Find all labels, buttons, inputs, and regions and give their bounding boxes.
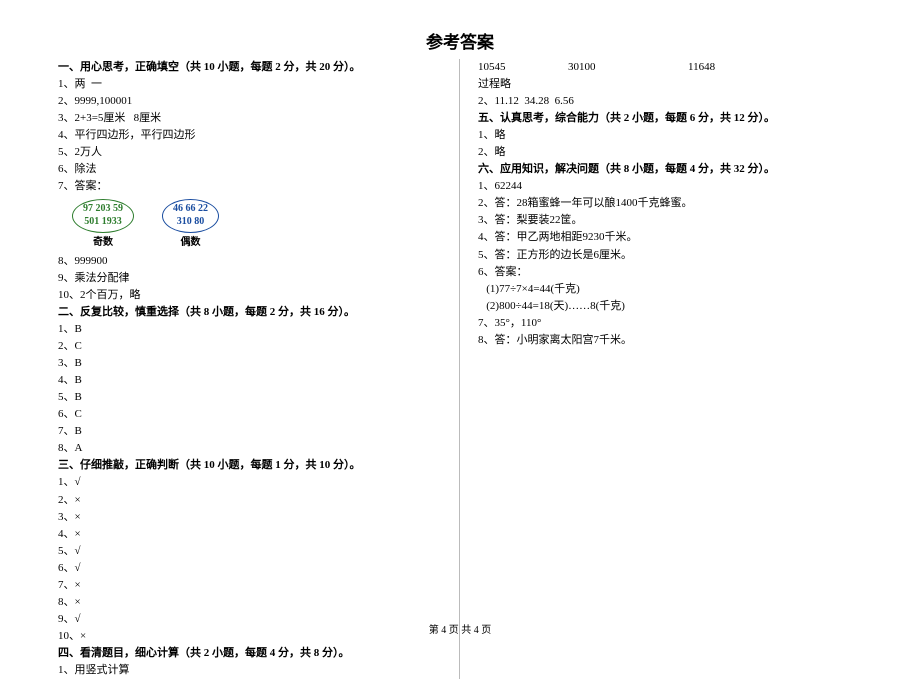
- s3-a7: 7、×: [58, 577, 441, 594]
- section-1-head: 一、用心思考，正确填空（共 10 小题，每题 2 分，共 20 分）。: [58, 59, 441, 76]
- s4-a1: 1、用竖式计算: [58, 662, 441, 679]
- calc-3: 11648: [688, 59, 715, 76]
- s1-a3: 3、2+3=5厘米 8厘米: [58, 110, 441, 127]
- s1-a10: 10、2个百万，略: [58, 287, 441, 304]
- s1-a7: 7、答案：: [58, 178, 441, 195]
- s1-a4: 4、平行四边形，平行四边形: [58, 127, 441, 144]
- odd-oval: 97 203 59 501 1933: [72, 199, 134, 233]
- s6-a3: 3、答：梨要装22筐。: [478, 212, 862, 229]
- page-title: 参考答案: [0, 0, 920, 59]
- s2-a2: 2、C: [58, 338, 441, 355]
- two-column-layout: 一、用心思考，正确填空（共 10 小题，每题 2 分，共 20 分）。 1、两 …: [0, 59, 920, 679]
- s2-a1: 1、B: [58, 321, 441, 338]
- calc-note: 过程略: [478, 76, 862, 93]
- odd-even-diagram: 97 203 59 501 1933 奇数 46 66 22 310 80 偶数: [58, 195, 441, 253]
- s1-a2: 2、9999,100001: [58, 93, 441, 110]
- section-2-head: 二、反复比较，慎重选择（共 8 小题，每题 2 分，共 16 分）。: [58, 304, 441, 321]
- s5-a2: 2、略: [478, 144, 862, 161]
- s2-a3: 3、B: [58, 355, 441, 372]
- even-line2: 310 80: [173, 216, 208, 229]
- page-footer: 第 4 页 共 4 页: [0, 621, 920, 636]
- s6-a7: 7、35°，110°: [478, 315, 862, 332]
- odd-label: 奇数: [72, 233, 134, 251]
- right-column: 10545 30100 11648 过程略 2、11.12 34.28 6.56…: [460, 59, 880, 679]
- s6-a8: 8、答：小明家离太阳宫7千米。: [478, 332, 862, 349]
- s6-a6a: (1)77÷7×4=44(千克): [478, 281, 862, 298]
- s6-a6b: (2)800÷44=18(天)……8(千克): [478, 298, 862, 315]
- s2-a4: 4、B: [58, 372, 441, 389]
- s3-a2: 2、×: [58, 492, 441, 509]
- s6-a4: 4、答：甲乙两地相距9230千米。: [478, 229, 862, 246]
- s6-a2: 2、答：28箱蜜蜂一年可以酿1400千克蜂蜜。: [478, 195, 862, 212]
- s1-a5: 5、2万人: [58, 144, 441, 161]
- s3-a1: 1、√: [58, 474, 441, 491]
- s2-a8: 8、A: [58, 440, 441, 457]
- left-column: 一、用心思考，正确填空（共 10 小题，每题 2 分，共 20 分）。 1、两 …: [40, 59, 460, 679]
- section-5-head: 五、认真思考，综合能力（共 2 小题，每题 6 分，共 12 分）。: [478, 110, 862, 127]
- section-3-head: 三、仔细推敲，正确判断（共 10 小题，每题 1 分，共 10 分）。: [58, 457, 441, 474]
- s1-a6: 6、除法: [58, 161, 441, 178]
- even-line1: 46 66 22: [173, 203, 208, 216]
- s1-a8: 8、999900: [58, 253, 441, 270]
- s3-a6: 6、√: [58, 560, 441, 577]
- calc-2: 30100: [568, 59, 688, 76]
- odd-line1: 97 203 59: [83, 203, 123, 216]
- even-block: 46 66 22 310 80 偶数: [162, 199, 219, 251]
- section-6-head: 六、应用知识，解决问题（共 8 小题，每题 4 分，共 32 分）。: [478, 161, 862, 178]
- s5-a1: 1、略: [478, 127, 862, 144]
- even-oval: 46 66 22 310 80: [162, 199, 219, 233]
- calc-row: 10545 30100 11648: [478, 59, 862, 76]
- s3-a4: 4、×: [58, 526, 441, 543]
- s3-a3: 3、×: [58, 509, 441, 526]
- s4-a2: 2、11.12 34.28 6.56: [478, 93, 862, 110]
- s1-a9: 9、乘法分配律: [58, 270, 441, 287]
- s1-a1: 1、两 一: [58, 76, 441, 93]
- s6-a6: 6、答案：: [478, 264, 862, 281]
- s6-a5: 5、答：正方形的边长是6厘米。: [478, 247, 862, 264]
- calc-1: 10545: [478, 59, 568, 76]
- s2-a6: 6、C: [58, 406, 441, 423]
- s2-a7: 7、B: [58, 423, 441, 440]
- s2-a5: 5、B: [58, 389, 441, 406]
- odd-line2: 501 1933: [83, 216, 123, 229]
- section-4-head: 四、看清题目，细心计算（共 2 小题，每题 4 分，共 8 分）。: [58, 645, 441, 662]
- s3-a8: 8、×: [58, 594, 441, 611]
- odd-block: 97 203 59 501 1933 奇数: [72, 199, 134, 251]
- s3-a5: 5、√: [58, 543, 441, 560]
- s6-a1: 1、62244: [478, 178, 862, 195]
- even-label: 偶数: [162, 233, 219, 251]
